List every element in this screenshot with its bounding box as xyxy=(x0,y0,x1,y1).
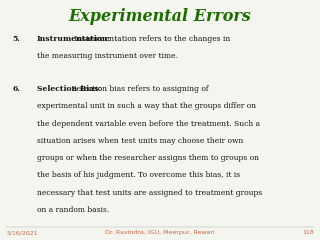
Text: the dependent variable even before the treatment. Such a: the dependent variable even before the t… xyxy=(37,120,260,127)
Text: 118: 118 xyxy=(302,230,314,235)
Text: the basis of his judgment. To overcome this bias, it is: the basis of his judgment. To overcome t… xyxy=(37,171,240,179)
Text: Instrumentation:: Instrumentation: xyxy=(37,35,111,43)
Text: the measuring instrument over time.: the measuring instrument over time. xyxy=(37,52,178,60)
Text: experimental unit in such a way that the groups differ on: experimental unit in such a way that the… xyxy=(37,102,256,110)
Text: 5/16/2021: 5/16/2021 xyxy=(6,230,38,235)
Text: on a random basis.: on a random basis. xyxy=(37,206,109,214)
Text: Selection Bias:: Selection Bias: xyxy=(37,85,101,93)
Text: Dr. Ravindra, IGU, Meerpur, Rewari: Dr. Ravindra, IGU, Meerpur, Rewari xyxy=(105,230,215,235)
Text: 6.: 6. xyxy=(13,85,21,93)
Text: necessary that test units are assigned to treatment groups: necessary that test units are assigned t… xyxy=(37,189,262,197)
Text: 5.: 5. xyxy=(13,35,21,43)
Text: Experimental Errors: Experimental Errors xyxy=(68,8,252,25)
Text: groups or when the researcher assigns them to groups on: groups or when the researcher assigns th… xyxy=(37,154,259,162)
Text: Selection bias refers to assigning of: Selection bias refers to assigning of xyxy=(69,85,209,93)
Text: situation arises when test units may choose their own: situation arises when test units may cho… xyxy=(37,137,243,145)
Text: Instrumentation refers to the changes in: Instrumentation refers to the changes in xyxy=(72,35,230,43)
